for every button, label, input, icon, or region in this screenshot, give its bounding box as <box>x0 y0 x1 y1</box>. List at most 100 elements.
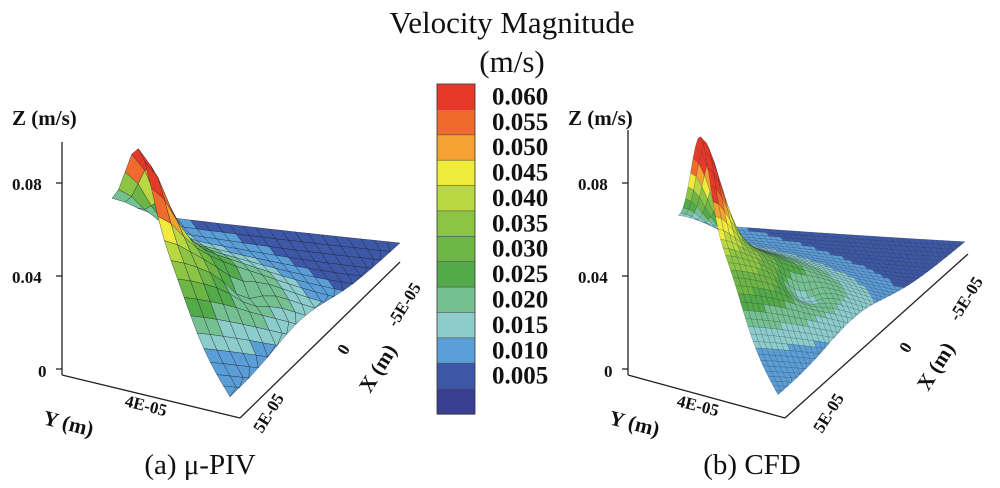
x-axis-label-cfd: X (m) <box>912 338 960 395</box>
surf-b-cell <box>921 271 928 276</box>
surf-b-cell <box>871 302 877 306</box>
caption-cfd: (b) CFD <box>703 449 800 481</box>
z-tick-cfd-1: 0.04 <box>578 268 608 287</box>
colorbar-band-0 <box>437 84 475 110</box>
surf-b-cell <box>880 296 886 301</box>
colorbar-band-4 <box>437 185 475 212</box>
colorbar-tick-1: 0.055 <box>492 109 548 136</box>
surf-b-cell <box>843 321 849 328</box>
surf-a-cell <box>267 345 278 358</box>
surf-a-cell <box>340 281 354 291</box>
surf-b-cell <box>838 326 844 333</box>
y-tick-piv-0: 4E-05 <box>123 391 169 420</box>
surf-b-cell <box>913 278 919 282</box>
colorbar-band-8 <box>437 287 475 314</box>
surf-b-cell <box>815 353 821 359</box>
surf-b-cell <box>950 249 956 254</box>
colorbar-tick-6: 0.030 <box>492 236 548 263</box>
surf-b-cell <box>908 281 914 285</box>
colorbar-tick-4: 0.040 <box>492 185 548 212</box>
surf-b-cell <box>894 289 900 294</box>
surf-b-cell <box>946 253 952 258</box>
z-tick-piv-0: 0.08 <box>12 175 42 194</box>
axes-piv <box>56 142 401 419</box>
surf-a-cell <box>314 301 325 309</box>
surf-b-cell <box>834 332 839 338</box>
surf-a-cell <box>295 311 306 325</box>
colorbar-band-12 <box>437 388 475 415</box>
z-tick-cfd-2: 0 <box>604 362 613 381</box>
surf-b-cell <box>782 386 788 391</box>
panel-cfd: Z (m/s) 0.08 0.04 0 Y (m) 4E-05 X (m) 5E… <box>568 106 987 481</box>
surf-b-cell <box>861 306 868 312</box>
z-tick-piv-2: 0 <box>38 362 47 381</box>
surf-b-cell <box>820 347 825 354</box>
surf-a-cell <box>255 354 269 369</box>
surf-a-cell <box>362 267 373 277</box>
panel-piv: Z (m/s) 0.08 0.04 0 Y (m) 4E-05 X (m) 5E… <box>12 106 425 481</box>
surf-b-cell <box>801 368 807 374</box>
colorbar-band-10 <box>437 337 475 364</box>
surf-b-cell <box>899 286 905 291</box>
surf-b-cell <box>918 274 924 279</box>
colorbar-frame <box>436 83 476 415</box>
colorbar-tick-0: 0.060 <box>492 83 548 110</box>
surf-b-cell <box>824 342 830 349</box>
colorbar-tick-5: 0.035 <box>492 210 548 237</box>
x-tick-piv-0: 5E-05 <box>249 390 288 436</box>
colorbar-tick-11: 0.005 <box>492 363 548 390</box>
surf-b-cell <box>890 292 896 296</box>
colorbar-tick-9: 0.015 <box>492 312 548 339</box>
colorbar-tick-8: 0.020 <box>492 287 548 314</box>
surf-a-cell <box>386 241 401 252</box>
surf-b-cell <box>936 260 942 265</box>
surf-b-cell <box>805 363 811 369</box>
surf-b-cell <box>959 241 966 246</box>
surf-a-cell <box>239 377 250 388</box>
surf-b-cell <box>787 381 793 387</box>
surf-b-cell <box>809 358 816 365</box>
surf-b-cell <box>857 310 863 315</box>
colorbar-band-2 <box>437 134 475 161</box>
surf-a-cell <box>333 288 344 297</box>
surf-a-cell <box>301 303 316 316</box>
colorbar-tick-10: 0.010 <box>492 337 548 364</box>
colorbar-band-7 <box>437 261 475 288</box>
surf-b-cell <box>777 390 783 395</box>
chart-title-line2: (m/s) <box>479 44 544 79</box>
axes-cfd <box>622 130 969 419</box>
z-axis-label-piv: Z (m/s) <box>12 106 77 130</box>
surf-b-cell <box>940 256 947 261</box>
y-axis-label-piv: Y (m) <box>41 406 96 442</box>
surf-b-cell <box>932 264 938 269</box>
surf-b-cell <box>790 377 797 383</box>
surf-a-cell <box>286 321 297 335</box>
x-tick-cfd-2: -5E-05 <box>945 273 987 324</box>
colorbar: 0.0600.0550.0500.0450.0400.0350.0300.025… <box>436 83 548 415</box>
z-tick-cfd-0: 0.08 <box>578 175 608 194</box>
y-tick-cfd-0: 4E-05 <box>675 391 721 420</box>
x-tick-cfd-0: 5E-05 <box>809 390 848 436</box>
surf-a-cell <box>229 387 240 397</box>
x-tick-piv-2: -5E-05 <box>383 279 425 330</box>
colorbar-tick-3: 0.045 <box>492 160 548 187</box>
colorbar-band-11 <box>437 363 475 390</box>
surf-b-cell <box>875 299 882 303</box>
colorbar-band-5 <box>437 210 475 237</box>
colorbar-band-6 <box>437 236 475 263</box>
colorbar-band-3 <box>437 160 475 187</box>
colorbar-tick-7: 0.025 <box>492 261 548 288</box>
chart-title-line1: Velocity Magnitude <box>389 5 634 40</box>
surf-b-cell <box>796 373 802 378</box>
surf-a-cell <box>277 332 288 346</box>
surf-a-cell <box>352 275 363 284</box>
surf-b-cell <box>865 303 872 309</box>
z-tick-piv-1: 0.04 <box>12 268 42 287</box>
surf-b-cell <box>955 245 961 250</box>
surf-a-cell <box>380 250 392 261</box>
surf-a-cell <box>248 366 259 379</box>
surf-b-cell <box>927 267 933 272</box>
x-tick-cfd-1: 0 <box>895 339 916 356</box>
x-tick-piv-1: 0 <box>333 341 354 358</box>
